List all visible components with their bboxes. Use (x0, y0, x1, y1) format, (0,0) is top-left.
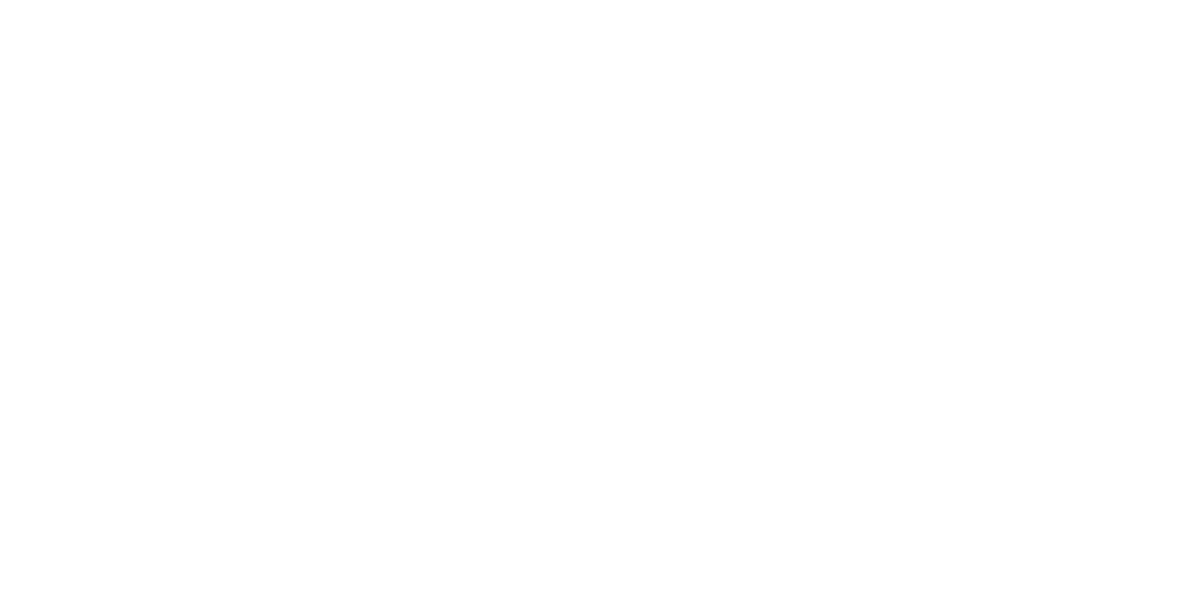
Text: A: A (18, 21, 34, 40)
Text: B: B (516, 21, 530, 40)
